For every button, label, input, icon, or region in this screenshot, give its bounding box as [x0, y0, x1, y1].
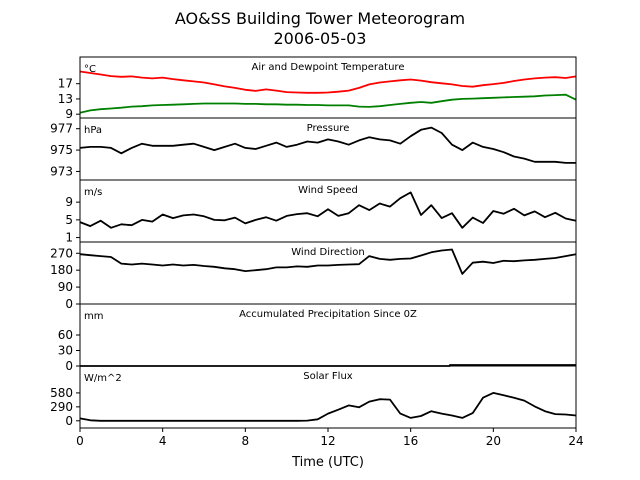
y-tick-label: 1: [65, 231, 73, 245]
unit-label: W/m^2: [84, 373, 122, 384]
y-tick-label: 9: [65, 195, 73, 209]
figure-title: AO&SS Building Tower Meteorogram: [175, 9, 465, 28]
panel-title: Accumulated Precipitation Since 0Z: [239, 309, 417, 320]
y-tick-label: 0: [65, 297, 73, 311]
series-line-2-0: [79, 191, 577, 229]
y-tick-label: 975: [50, 143, 73, 157]
panel-title: Wind Direction: [291, 247, 365, 258]
y-tick-label: 290: [50, 400, 73, 414]
panel-1: 973 975 977 Pressure hPa: [50, 117, 577, 181]
series-line-3-0: [79, 248, 577, 275]
panel-4: 030 60 Accumulated Precipitation Since 0Z m…: [58, 303, 577, 373]
y-tick-label: 90: [58, 280, 73, 294]
x-tick-label: 0: [76, 434, 84, 448]
y-tick-label: 977: [50, 122, 73, 136]
y-tick-label: 0: [65, 414, 73, 428]
series-line-0-1: [79, 93, 577, 114]
y-tick-label: 180: [50, 263, 73, 277]
x-tick-label: 4: [159, 434, 167, 448]
x-tick-label: 20: [486, 434, 501, 448]
y-tick-label: 13: [58, 92, 73, 106]
panel-title: Wind Speed: [298, 185, 358, 196]
unit-label: m/s: [84, 187, 102, 198]
series-line-0-0: [79, 70, 577, 94]
panel-title: Air and Dewpoint Temperature: [252, 62, 405, 73]
series-line-5-0: [79, 392, 577, 422]
y-tick-label: 17: [58, 77, 73, 91]
y-tick-label: 270: [50, 246, 73, 260]
x-tick-label: 12: [320, 434, 335, 448]
panel-title: Pressure: [307, 123, 350, 134]
unit-label: mm: [84, 311, 103, 322]
y-tick-label: 60: [58, 328, 73, 342]
y-tick-label: 9: [65, 107, 73, 121]
y-tick-label: 0: [65, 359, 73, 373]
x-axis-label: Time (UTC): [291, 455, 364, 470]
y-tick-label: 5: [65, 213, 73, 227]
panel-2: 1 5 9 Wind Speed m/s: [65, 179, 577, 245]
series-line-1-0: [79, 126, 576, 164]
x-tick-label: 24: [568, 434, 583, 448]
unit-label: hPa: [84, 125, 102, 136]
unit-label: °C: [84, 64, 96, 75]
figure-subtitle-date: 2006-05-03: [274, 29, 367, 48]
y-tick-label: 30: [58, 344, 73, 358]
y-tick-label: 973: [50, 164, 73, 178]
y-tick-label: 580: [50, 386, 73, 400]
panel-title: Solar Flux: [303, 371, 353, 382]
panel-3: 0 90 180 270 Wind Direction: [50, 241, 577, 311]
x-tick-label: 16: [403, 434, 418, 448]
x-tick-label: 8: [242, 434, 250, 448]
